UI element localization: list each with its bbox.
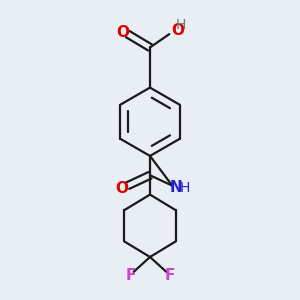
Text: O: O (116, 25, 129, 40)
Text: F: F (125, 268, 136, 283)
Text: H: H (176, 18, 186, 32)
Text: H: H (180, 181, 190, 195)
Text: O: O (171, 23, 184, 38)
Text: O: O (115, 181, 128, 196)
Text: N: N (170, 180, 183, 195)
Text: F: F (164, 268, 175, 283)
